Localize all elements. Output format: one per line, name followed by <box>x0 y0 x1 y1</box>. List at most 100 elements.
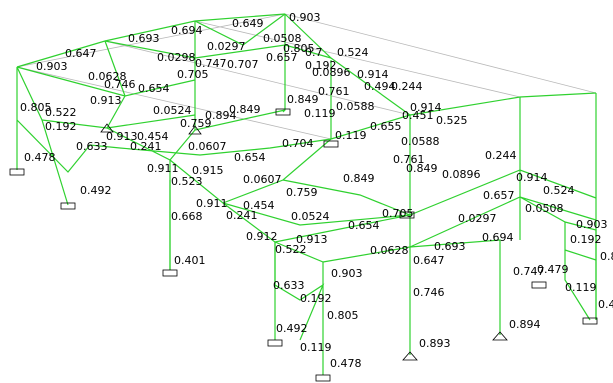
pinned-support-icon <box>188 125 202 135</box>
member-label: 0.478 <box>24 151 56 164</box>
member-value-labels: 0.903 0.649 0.694 0.693 0.647 0.0297 0.0… <box>20 11 613 370</box>
member-label: 0.241 <box>130 140 162 153</box>
fixed-support-icon <box>267 339 283 347</box>
member-label: 0.911 <box>196 197 228 210</box>
member-label: 0.693 <box>128 32 160 45</box>
grid-lines <box>16 13 597 140</box>
fixed-support-icon <box>582 317 598 325</box>
pinned-support-icon <box>492 331 508 341</box>
member-label: 0.849 <box>343 172 375 185</box>
member-label: 0.244 <box>391 80 423 93</box>
member-label: 0.119 <box>335 129 367 142</box>
member-label: 0.747 <box>195 57 227 70</box>
pinned-support-icon <box>402 351 418 361</box>
member-label: 0.241 <box>226 209 258 222</box>
fixed-support-icon <box>9 168 25 176</box>
member-label: 0.0607 <box>188 140 227 153</box>
member-label: 0.492 <box>276 322 308 335</box>
member-label: 0.911 <box>147 162 179 175</box>
member-label: 0.0508 <box>525 202 564 215</box>
member-label: 0.903 <box>576 218 608 231</box>
member-label: 0.654 <box>138 82 170 95</box>
member-label: 0.915 <box>192 164 224 177</box>
fixed-support-icon <box>531 281 547 289</box>
member-label: 0.525 <box>436 114 468 127</box>
member-label: 0.524 <box>337 46 369 59</box>
member-label: 0.80 <box>600 250 613 263</box>
member-label: 0.694 <box>171 24 203 37</box>
member-label: 0.0298 <box>157 51 196 64</box>
member-label: 0.668 <box>171 210 203 223</box>
member-label: 0.0588 <box>336 100 375 113</box>
member-label: 0.759 <box>286 186 318 199</box>
fixed-support-icon <box>399 211 415 219</box>
member-label: 0.0607 <box>243 173 282 186</box>
member-label: 0.0297 <box>207 40 246 53</box>
member-label: 0.119 <box>565 281 597 294</box>
member-label: 0.849 <box>229 103 261 116</box>
member-label: 0.707 <box>227 58 259 71</box>
member-label: 0.704 <box>282 137 314 150</box>
member-label: 0.693 <box>434 240 466 253</box>
member-label: 0.903 <box>289 11 321 24</box>
member-label: 0.654 <box>348 219 380 232</box>
member-label: 0.655 <box>370 120 402 133</box>
member-label: 0.912 <box>246 230 278 243</box>
fixed-support-icon <box>162 269 178 277</box>
member-label: 0.451 <box>402 109 434 122</box>
member-label: 0.647 <box>65 47 97 60</box>
member-label: 0.244 <box>485 149 517 162</box>
member-label: 0.401 <box>174 254 206 267</box>
member-label: 0.649 <box>232 17 264 30</box>
fixed-support-icon <box>323 140 339 148</box>
member-label: 0.761 <box>393 153 425 166</box>
member-label: 0.914 <box>516 171 548 184</box>
member-label: 0.761 <box>318 85 350 98</box>
member-label: 0.633 <box>76 140 108 153</box>
member-label: 0.0508 <box>263 32 302 45</box>
fixed-support-icon <box>315 374 331 382</box>
member-label: 0.903 <box>331 267 363 280</box>
member-label: 0.913 <box>90 94 122 107</box>
member-label: 0.0628 <box>370 244 409 257</box>
member-label: 0.478 <box>330 357 362 370</box>
member-label: 0.759 <box>180 117 212 130</box>
member-label: 0.913 <box>106 130 138 143</box>
member-label: 0.657 <box>483 189 515 202</box>
fixed-support-icon <box>275 108 291 116</box>
member-label: 0.903 <box>36 60 68 73</box>
member-label: 0.192 <box>45 120 77 133</box>
member-label: 0.746 <box>413 286 445 299</box>
member-label: 0.694 <box>482 231 514 244</box>
member-label: 0.0524 <box>153 104 192 117</box>
member-label: 0.913 <box>296 233 328 246</box>
member-label: 0.0588 <box>401 135 440 148</box>
member-label: 0.454 <box>137 130 169 143</box>
member-label: 0.454 <box>243 199 275 212</box>
member-label: 0.747 <box>513 265 545 278</box>
member-label: 0.805 <box>283 42 315 55</box>
member-label: 0.805 <box>327 309 359 322</box>
member-label: 0.47 <box>598 298 613 311</box>
member-label: 0.523 <box>171 175 203 188</box>
member-label: 0.805 <box>20 101 52 114</box>
member-label: 0.705 <box>382 207 414 220</box>
member-label: 0.849 <box>406 162 438 175</box>
member-label: 0.893 <box>419 337 451 350</box>
member-label: 0.7 <box>305 46 323 59</box>
member-label: 0.192 <box>305 59 337 72</box>
frame-members <box>16 13 597 375</box>
member-label: 0.654 <box>234 151 266 164</box>
member-label: 0.894 <box>205 109 237 122</box>
member-label: 0.647 <box>413 254 445 267</box>
member-label: 0.479 <box>537 263 569 276</box>
member-label: 0.657 <box>266 51 298 64</box>
member-label: 0.522 <box>45 106 77 119</box>
member-label: 0.492 <box>80 184 112 197</box>
member-label: 0.0297 <box>458 212 497 225</box>
member-label: 0.522 <box>275 243 307 256</box>
supports <box>9 108 598 382</box>
member-label: 0.192 <box>300 292 332 305</box>
member-label: 0.849 <box>287 93 319 106</box>
